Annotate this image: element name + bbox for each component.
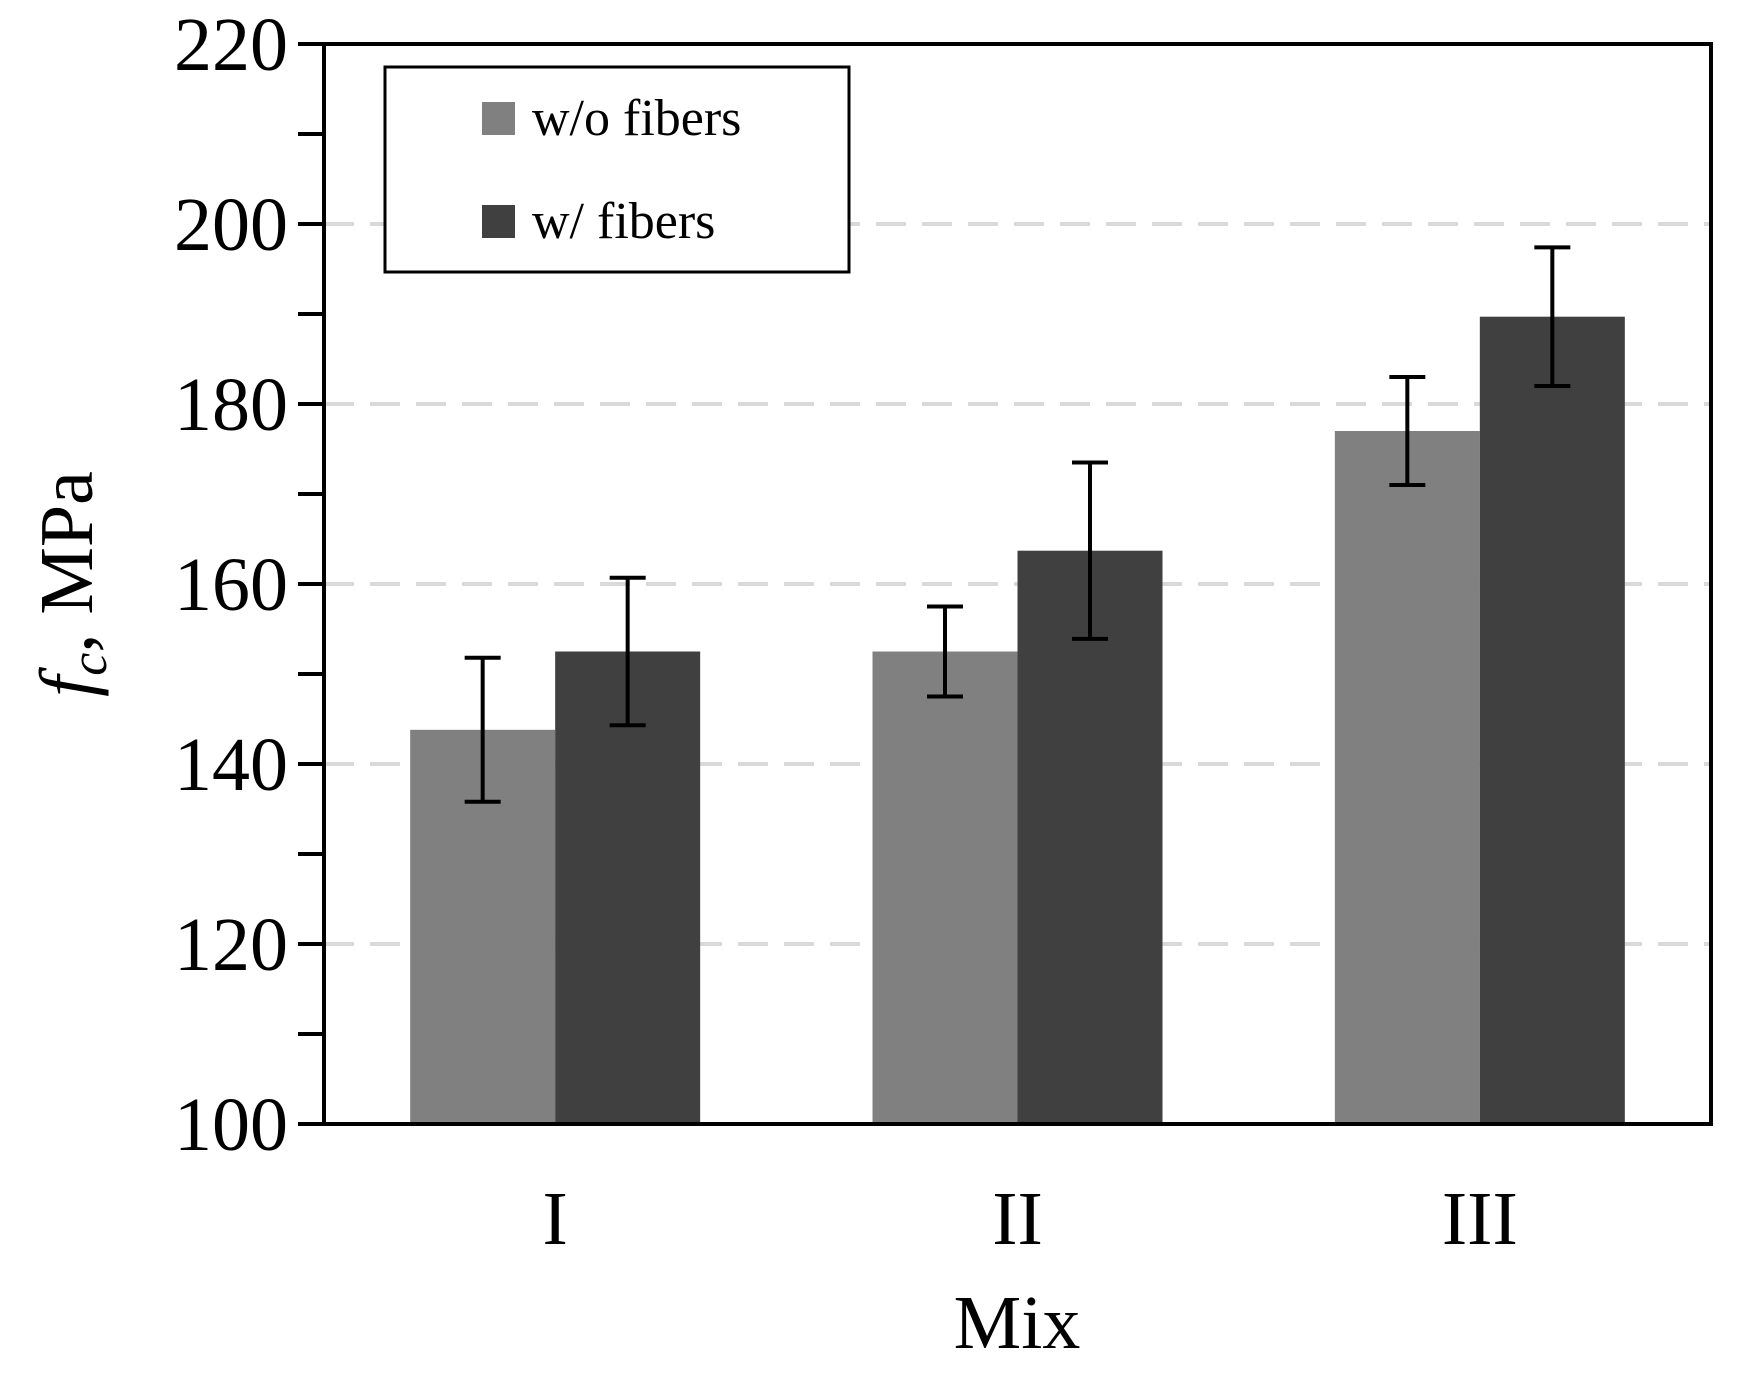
bar-II-without-fibers <box>872 651 1018 1124</box>
bar-III-with-fibers <box>1479 316 1625 1124</box>
y-tick-label-160: 160 <box>174 543 288 627</box>
legend-swatch-without-fibers <box>482 102 515 135</box>
x-axis-tick-labels: I II III <box>543 1177 1518 1261</box>
bar-I-with-fibers <box>555 651 701 1124</box>
y-axis-tick-labels: 100 120 140 160 180 200 220 <box>174 3 288 1167</box>
error-bar-II-with-fibers <box>1072 460 1108 641</box>
y-tick-label-180: 180 <box>174 363 288 447</box>
legend-swatch-with-fibers <box>482 205 515 238</box>
bars <box>410 316 1625 1124</box>
legend-label-with-fibers: w/ fibers <box>532 193 715 250</box>
y-axis-title-unit: , MPa <box>25 471 109 653</box>
error-bar-I-without-fibers <box>464 655 501 804</box>
y-axis-title-subscript: c <box>61 653 118 676</box>
x-axis-title: Mix <box>954 1281 1081 1365</box>
bar-III-without-fibers <box>1334 431 1480 1124</box>
y-tick-label-140: 140 <box>174 723 288 807</box>
x-tick-label-I: I <box>543 1177 568 1261</box>
error-bar-III-without-fibers <box>1389 375 1426 487</box>
x-tick-label-II: II <box>992 1177 1043 1261</box>
y-tick-label-100: 100 <box>174 1083 288 1167</box>
error-bar-II-without-fibers <box>927 604 963 699</box>
legend-label-without-fibers: w/o fibers <box>532 90 741 147</box>
error-bar-III-with-fibers <box>1534 245 1571 388</box>
x-tick-label-III: III <box>1442 1177 1518 1261</box>
y-axis-title: fc, MPa <box>25 471 118 697</box>
legend: w/o fibers w/ fibers <box>383 65 851 274</box>
error-bars <box>464 245 1571 804</box>
y-tick-label-200: 200 <box>174 183 288 267</box>
error-bar-I-with-fibers <box>609 575 646 728</box>
bar-II-with-fibers <box>1017 550 1163 1124</box>
legend-box <box>383 65 851 274</box>
y-tick-label-220: 220 <box>174 3 288 87</box>
y-tick-label-120: 120 <box>174 903 288 987</box>
y-axis-ticks <box>298 42 324 1126</box>
